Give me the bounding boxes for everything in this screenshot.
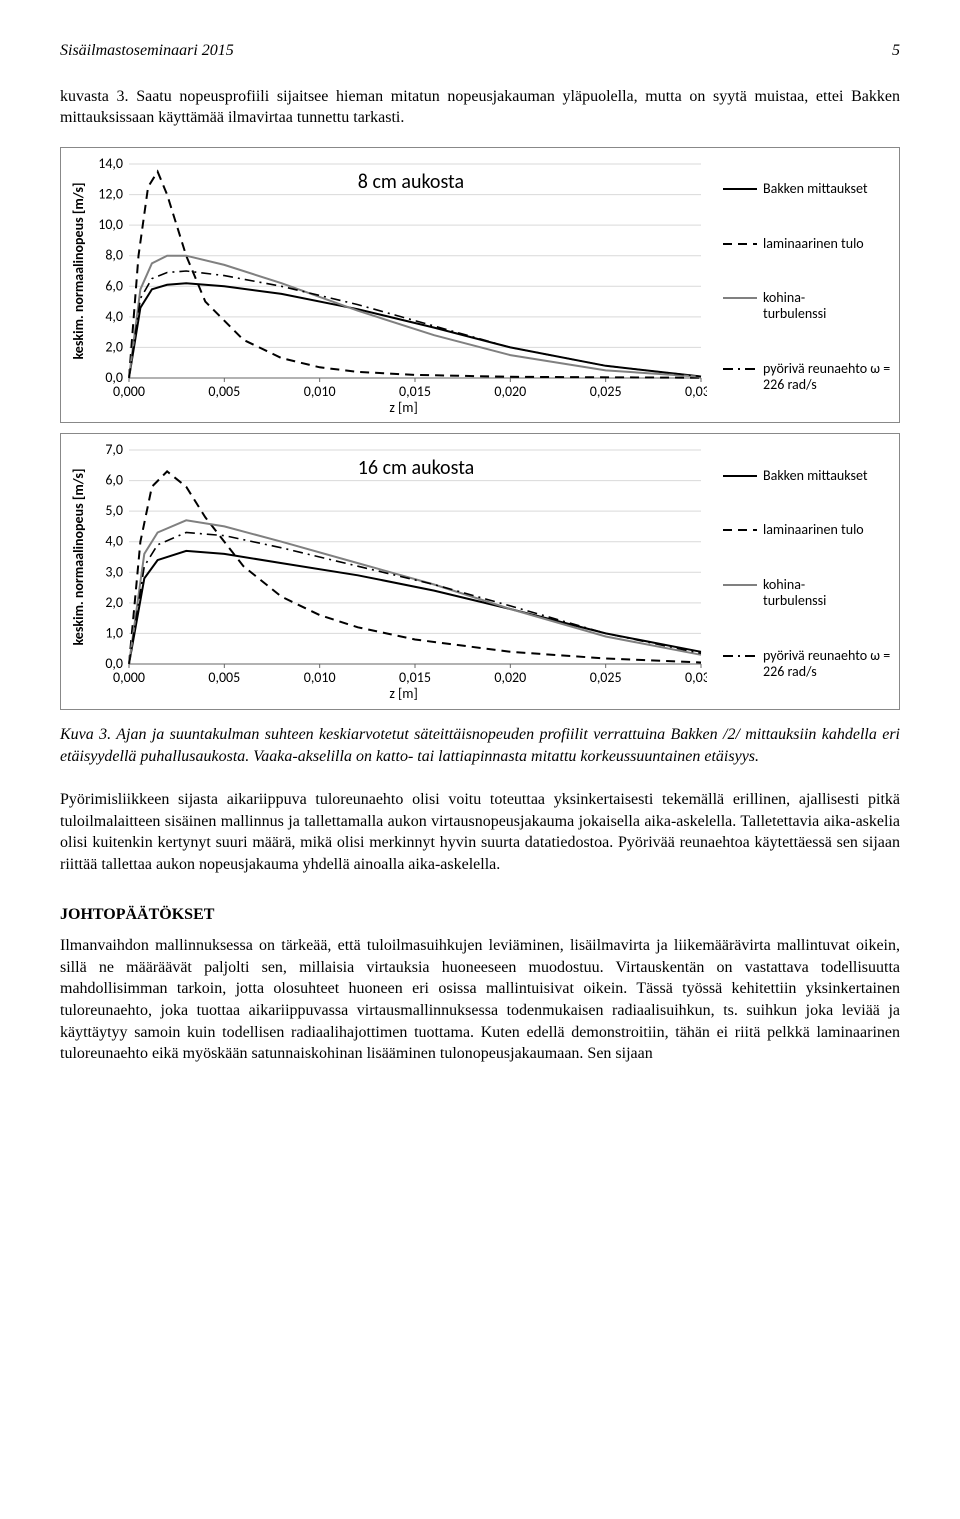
legend-item: Bakken mittaukset (723, 181, 893, 197)
chart-16cm-svg: 0,01,02,03,04,05,06,07,00,0000,0050,0100… (67, 440, 707, 700)
svg-text:0,025: 0,025 (590, 383, 622, 400)
legend-label: Bakken mittaukset (763, 468, 868, 484)
svg-text:4,0: 4,0 (105, 308, 123, 325)
legend-item: Bakken mittaukset (723, 468, 893, 484)
legend-item: pyörivä reunaehto ω = 226 rad/s (723, 361, 893, 393)
legend-label: pyörivä reunaehto ω = 226 rad/s (763, 648, 893, 680)
header-left: Sisäilmastoseminaari 2015 (60, 40, 234, 62)
svg-text:16 cm aukosta: 16 cm aukosta (358, 456, 474, 480)
svg-text:0,015: 0,015 (399, 669, 431, 686)
intro-paragraph: kuvasta 3. Saatu nopeusprofiili sijaitse… (60, 86, 900, 129)
legend-item: pyörivä reunaehto ω = 226 rad/s (723, 648, 893, 680)
svg-text:3,0: 3,0 (105, 564, 123, 581)
svg-text:2,0: 2,0 (105, 594, 123, 611)
svg-text:0,010: 0,010 (304, 669, 336, 686)
svg-text:0,030: 0,030 (685, 669, 707, 686)
paragraph-3: Ilmanvaihdon mallinnuksessa on tärkeää, … (60, 935, 900, 1065)
legend-item: laminaarinen tulo (723, 522, 893, 538)
legend-item: laminaarinen tulo (723, 236, 893, 252)
page-header: Sisäilmastoseminaari 2015 5 (60, 40, 900, 62)
svg-text:0,005: 0,005 (208, 383, 240, 400)
svg-text:6,0: 6,0 (105, 472, 123, 489)
legend-label: laminaarinen tulo (763, 236, 864, 252)
paragraph-2: Pyörimisliikkeen sijasta aikariippuva tu… (60, 789, 900, 875)
legend-label: laminaarinen tulo (763, 522, 864, 538)
chart-8cm-plot: 0,02,04,06,08,010,012,014,00,0000,0050,0… (67, 154, 717, 421)
header-page-number: 5 (892, 40, 900, 62)
svg-text:0,000: 0,000 (113, 383, 145, 400)
section-johtopaatokset: JOHTOPÄÄTÖKSET (60, 904, 900, 926)
chart-8cm-legend: Bakken mittaukset laminaarinen tulo kohi… (723, 154, 893, 421)
svg-text:z [m]: z [m] (389, 685, 417, 700)
svg-text:0,010: 0,010 (304, 383, 336, 400)
figure-3-caption: Kuva 3. Ajan ja suuntakulman suhteen kes… (60, 724, 900, 767)
svg-text:0,000: 0,000 (113, 669, 145, 686)
svg-text:0,030: 0,030 (685, 383, 707, 400)
chart-8cm: 0,02,04,06,08,010,012,014,00,0000,0050,0… (60, 147, 900, 424)
svg-text:keskim. normaalinopeus [m/s]: keskim. normaalinopeus [m/s] (70, 469, 87, 646)
svg-text:z [m]: z [m] (389, 399, 417, 414)
svg-text:6,0: 6,0 (105, 277, 123, 294)
svg-text:8 cm aukosta: 8 cm aukosta (358, 170, 464, 194)
svg-text:0,015: 0,015 (399, 383, 431, 400)
legend-label: kohina-turbulenssi (763, 577, 826, 609)
legend-label: pyörivä reunaehto ω = 226 rad/s (763, 361, 893, 393)
svg-text:keskim. normaalinopeus [m/s]: keskim. normaalinopeus [m/s] (70, 182, 87, 359)
chart-8cm-svg: 0,02,04,06,08,010,012,014,00,0000,0050,0… (67, 154, 707, 414)
svg-text:14,0: 14,0 (98, 155, 123, 172)
svg-text:4,0: 4,0 (105, 533, 123, 550)
legend-item: kohina-turbulenssi (723, 290, 893, 322)
svg-text:10,0: 10,0 (98, 216, 123, 233)
svg-text:2,0: 2,0 (105, 338, 123, 355)
legend-label: Bakken mittaukset (763, 181, 868, 197)
svg-text:5,0: 5,0 (105, 503, 123, 520)
svg-text:0,020: 0,020 (494, 669, 526, 686)
chart-16cm: 0,01,02,03,04,05,06,07,00,0000,0050,0100… (60, 433, 900, 710)
legend-label: kohina-turbulenssi (763, 290, 826, 322)
svg-text:0,005: 0,005 (208, 669, 240, 686)
svg-text:7,0: 7,0 (105, 441, 123, 458)
svg-text:1,0: 1,0 (105, 625, 123, 642)
legend-item: kohina-turbulenssi (723, 577, 893, 609)
svg-text:12,0: 12,0 (98, 185, 123, 202)
svg-text:0,025: 0,025 (590, 669, 622, 686)
chart-16cm-plot: 0,01,02,03,04,05,06,07,00,0000,0050,0100… (67, 440, 717, 707)
svg-text:8,0: 8,0 (105, 246, 123, 263)
chart-16cm-legend: Bakken mittaukset laminaarinen tulo kohi… (723, 440, 893, 707)
svg-text:0,020: 0,020 (494, 383, 526, 400)
